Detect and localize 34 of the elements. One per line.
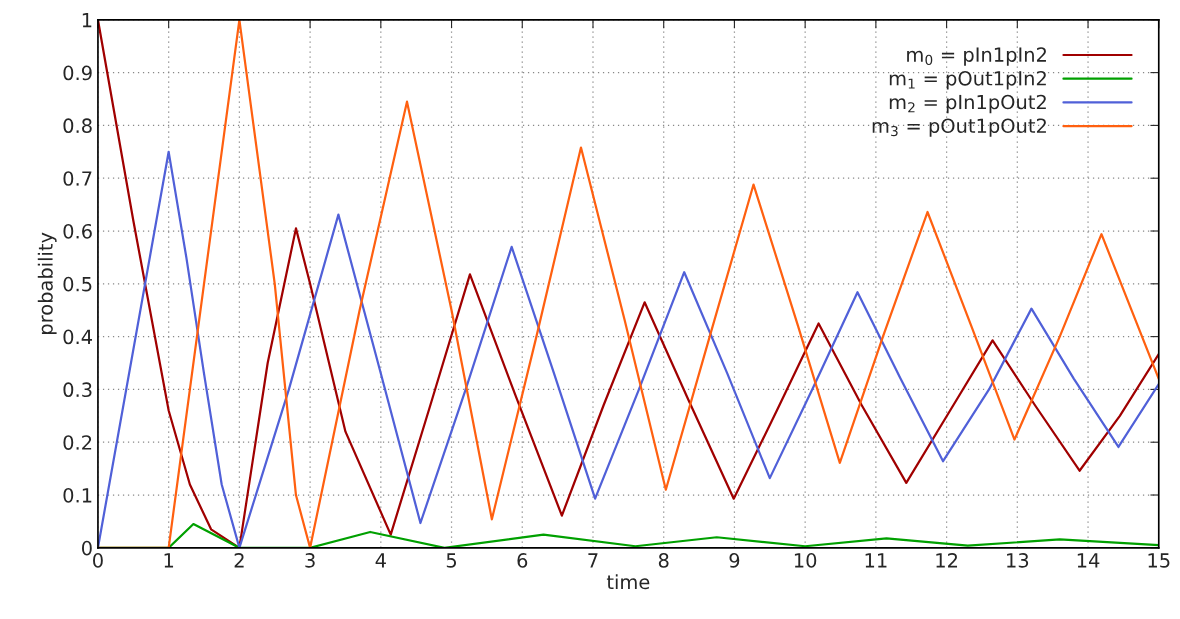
x-tick-label: 12 [936, 553, 958, 568]
x-tick-label: 9 [729, 553, 740, 568]
x-tick-label: 5 [446, 553, 457, 568]
legend-label: m$_{2}$ = pIn1pOut2 [889, 94, 1046, 114]
x-tick-label: 3 [305, 553, 315, 568]
y-tick-label: 1 [82, 13, 92, 28]
y-tick-label: 0.8 [63, 118, 92, 134]
y-tick-label: 0.7 [63, 171, 92, 186]
x-tick-label: 8 [658, 553, 669, 568]
line-series [97, 19, 1159, 548]
x-tick-label: 6 [517, 553, 528, 568]
y-tick-label: 0.1 [63, 487, 92, 503]
x-tick-label: 2 [234, 553, 244, 568]
x-tick-label: 7 [588, 553, 598, 568]
x-tick-label: 10 [794, 553, 817, 568]
y-tick-label: 0.9 [63, 65, 92, 81]
y-axis-title: probability [37, 232, 57, 334]
legend-label: m$_{3}$ = pOut1pOut2 [872, 118, 1046, 137]
legend-label: m$_{1}$ = pOut1pIn2 [889, 70, 1046, 90]
y-tick-label: 0 [81, 540, 92, 556]
x-tick-label: 13 [1007, 553, 1029, 568]
legend-label: m$_{0}$ = pIn1pIn2 [907, 47, 1046, 66]
y-tick-label: 0.6 [63, 223, 92, 239]
x-tick-label: 11 [865, 553, 887, 568]
y-tick-label: 0.3 [63, 382, 92, 398]
y-tick-label: 0.2 [63, 435, 92, 450]
x-tick-label: 4 [375, 553, 386, 568]
y-tick-label: 0.4 [63, 329, 92, 345]
x-tick-label: 1 [164, 553, 174, 568]
x-axis-title: time [606, 574, 650, 590]
x-tick-label: 15 [1148, 553, 1170, 568]
x-tick-label: 14 [1077, 553, 1100, 568]
x-tick-label: 0 [93, 553, 103, 568]
y-tick-label: 0.5 [63, 276, 92, 292]
